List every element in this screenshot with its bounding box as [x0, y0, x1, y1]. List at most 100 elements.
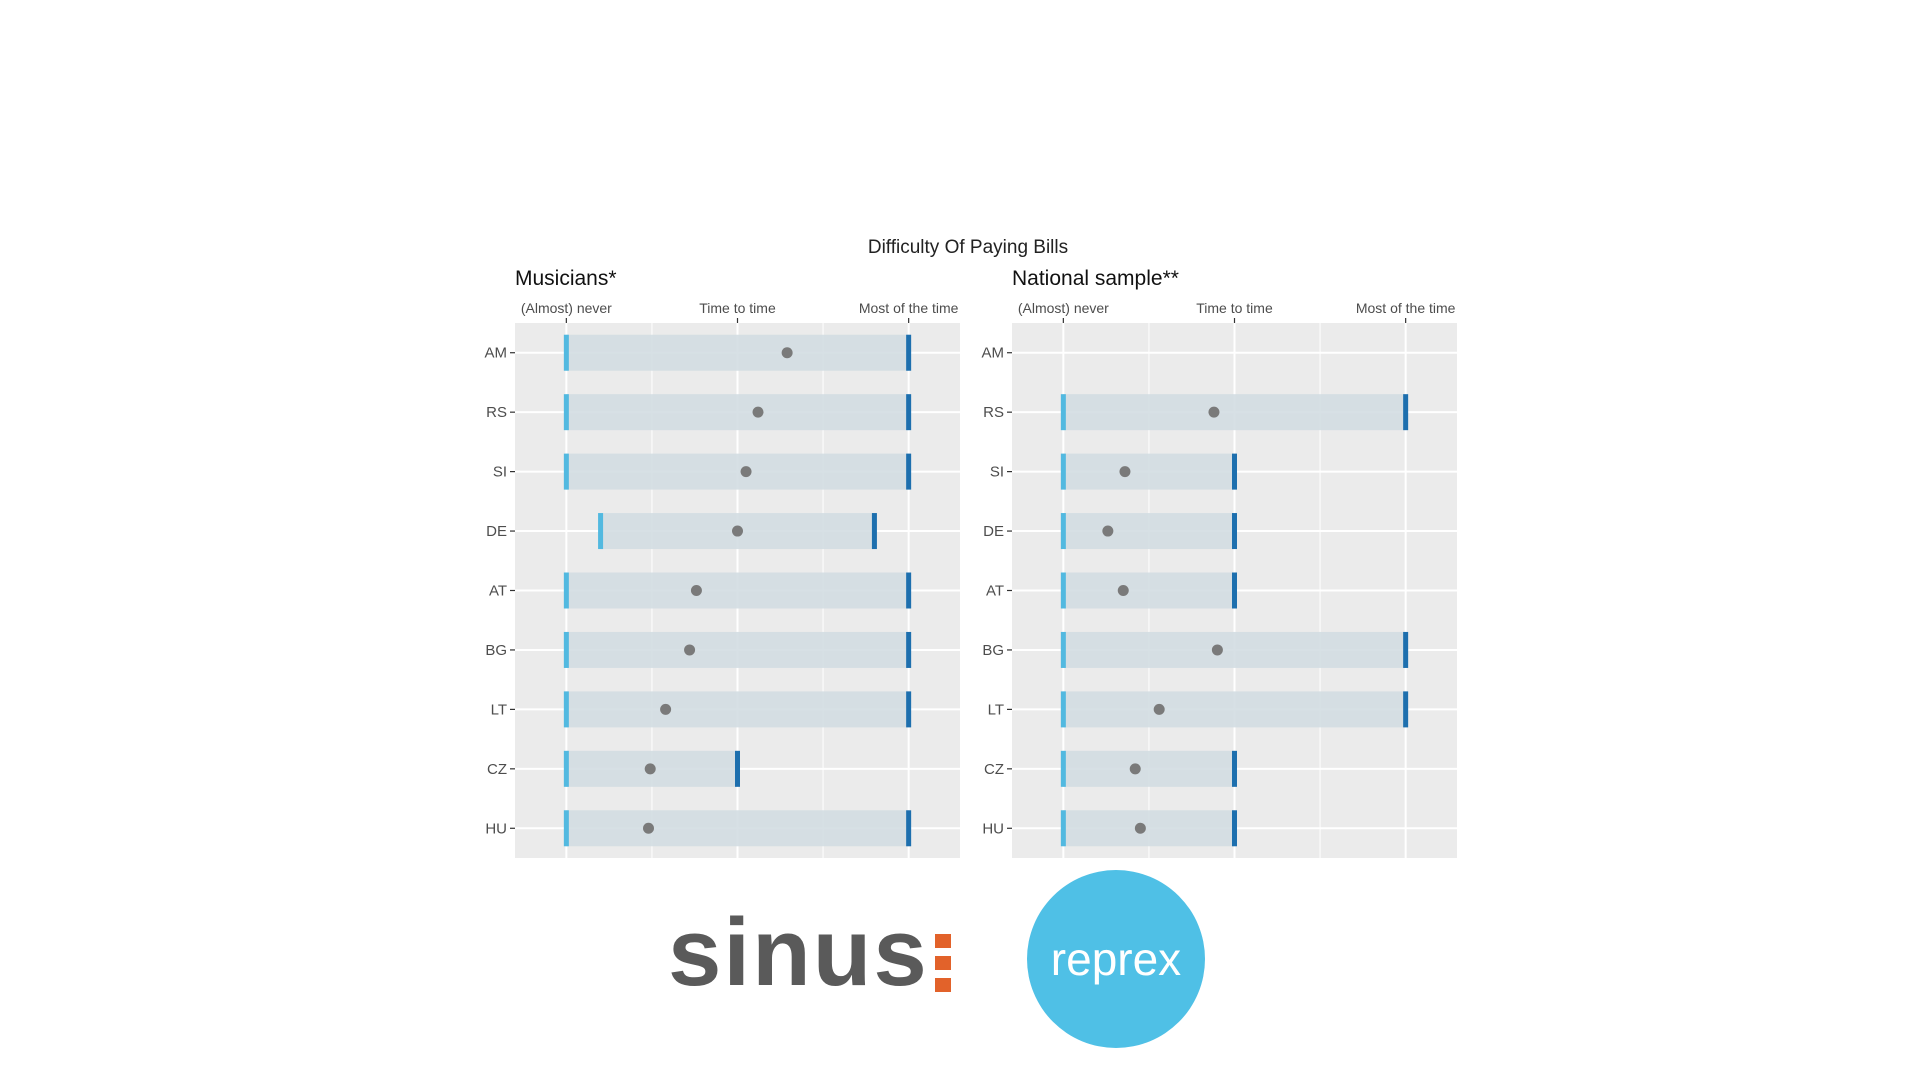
panel-title: Musicians* — [515, 267, 617, 290]
range-min-marker — [1060, 691, 1066, 728]
y-tick-label: AM — [982, 345, 1005, 362]
figure-title: Difficulty Of Paying Bills — [868, 237, 1068, 258]
mean-point — [1208, 406, 1220, 418]
range-bar — [1063, 394, 1406, 431]
range-max-marker — [1403, 631, 1409, 668]
chart-panels: Musicians* (Almost) never Time to time Most… — [485, 267, 1457, 858]
range-max-marker — [906, 572, 912, 609]
mean-point — [684, 644, 696, 656]
mean-point — [643, 822, 654, 834]
mean-point — [644, 763, 656, 775]
mean-point — [1134, 822, 1146, 834]
mean-point — [781, 347, 793, 359]
y-tick-label: AT — [986, 583, 1004, 600]
range-min-marker — [1060, 513, 1066, 550]
range-max-marker — [1403, 394, 1409, 431]
y-tick-label: RS — [983, 404, 1004, 421]
range-max-marker — [906, 334, 912, 371]
range-max-marker — [871, 513, 877, 550]
range-bar — [1063, 513, 1235, 550]
range-max-marker — [906, 810, 912, 847]
range-max-marker — [1232, 453, 1237, 490]
x-tick-label: Most of the time — [1356, 300, 1456, 316]
range-min-marker — [1060, 810, 1066, 847]
y-tick-label: LT — [988, 701, 1004, 718]
range-bar — [1063, 810, 1235, 847]
mean-point — [1153, 703, 1165, 715]
y-tick-label: DE — [486, 523, 507, 540]
mean-point — [1102, 525, 1114, 537]
range-min-marker — [598, 513, 604, 550]
range-bar — [566, 691, 909, 728]
x-tick-label: Time to time — [699, 300, 776, 316]
range-max-marker — [735, 750, 740, 787]
range-max-marker — [1232, 513, 1237, 550]
range-bar — [566, 453, 909, 490]
x-tick-label: (Almost) never — [1018, 300, 1109, 316]
y-tick-label: SI — [990, 464, 1004, 481]
range-bar — [566, 394, 909, 431]
sinus-logo-mark — [935, 934, 951, 992]
mean-point — [732, 525, 743, 537]
y-tick-label: AT — [489, 583, 507, 600]
range-max-marker — [1403, 691, 1409, 728]
mean-point — [1119, 466, 1131, 478]
range-min-marker — [1060, 572, 1066, 609]
y-tick-label: DE — [983, 523, 1004, 540]
x-tick-label: Time to time — [1196, 300, 1273, 316]
range-max-marker — [1232, 750, 1237, 787]
range-max-marker — [906, 631, 912, 668]
mean-point — [1117, 585, 1129, 596]
range-bar — [566, 631, 909, 668]
mean-point — [740, 466, 752, 478]
y-tick-label: BG — [982, 642, 1004, 659]
y-tick-label: HU — [982, 820, 1004, 837]
range-max-marker — [906, 394, 912, 431]
y-tick-label: RS — [486, 404, 507, 421]
reprex-logo: reprex — [1027, 870, 1205, 1048]
range-bar — [566, 810, 909, 847]
range-max-marker — [906, 691, 912, 728]
reprex-logo-text: reprex — [1050, 933, 1182, 985]
range-bar — [1063, 691, 1406, 728]
y-tick-label: LT — [491, 701, 507, 718]
y-tick-label: BG — [485, 642, 507, 659]
range-bar — [1063, 631, 1406, 668]
range-min-marker — [563, 631, 569, 668]
range-min-marker — [1060, 453, 1066, 490]
y-tick-label: CZ — [984, 761, 1004, 778]
range-bar — [1063, 453, 1235, 490]
range-min-marker — [563, 453, 569, 490]
mean-point — [690, 585, 702, 596]
range-bar — [1063, 572, 1235, 609]
range-max-marker — [906, 453, 912, 490]
range-min-marker — [563, 750, 569, 787]
x-tick-label: Most of the time — [859, 300, 959, 316]
panel-1: Musicians* (Almost) never Time to time Most… — [485, 267, 960, 858]
mean-point — [752, 406, 764, 418]
range-bar — [566, 572, 909, 609]
range-bar — [566, 334, 909, 371]
range-min-marker — [1060, 750, 1066, 787]
range-min-marker — [563, 572, 569, 609]
x-tick-label: (Almost) never — [521, 300, 612, 316]
panel-2: National sample** (Almost) never Time to t… — [982, 267, 1457, 858]
range-bar — [1063, 750, 1235, 787]
range-max-marker — [1232, 572, 1237, 609]
y-tick-label: AM — [485, 345, 508, 362]
mean-point — [660, 703, 672, 715]
mean-point — [1211, 644, 1223, 656]
y-tick-label: HU — [485, 820, 507, 837]
range-max-marker — [1232, 810, 1237, 847]
range-min-marker — [1060, 631, 1066, 668]
range-min-marker — [563, 394, 569, 431]
range-min-marker — [563, 334, 569, 371]
sinus-logo: sinus — [668, 899, 929, 1006]
range-min-marker — [1060, 394, 1066, 431]
range-min-marker — [563, 691, 569, 728]
y-tick-label: CZ — [487, 761, 507, 778]
y-tick-label: SI — [493, 464, 507, 481]
mean-point — [1129, 763, 1141, 775]
range-min-marker — [563, 810, 569, 847]
